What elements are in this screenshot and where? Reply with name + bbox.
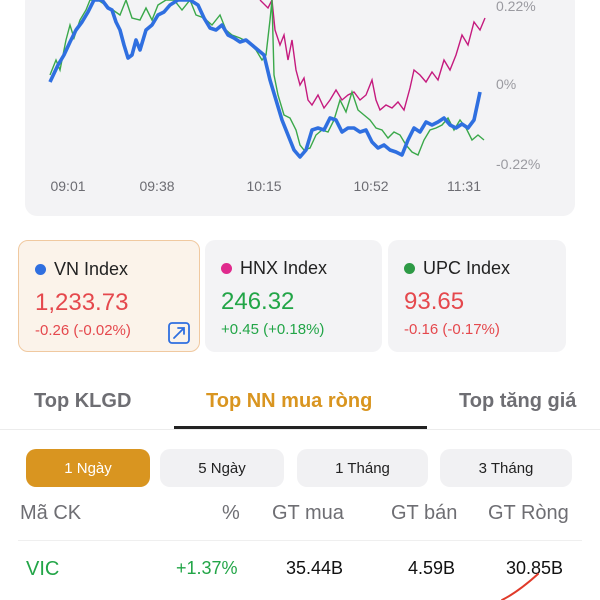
index-card-title: VN Index: [35, 259, 128, 280]
column-header-percent[interactable]: %: [222, 502, 240, 524]
x-tick: 11:31: [447, 178, 481, 194]
index-change: -0.26 (-0.02%): [35, 322, 131, 339]
hnx-series-line: [259, 0, 486, 112]
intraday-chart-card: [25, 0, 575, 216]
x-tick: 10:15: [246, 178, 282, 194]
y-tick-top: 0.22%: [496, 0, 536, 14]
index-value: 1,233.73: [35, 289, 129, 316]
column-header-symbol[interactable]: Mã CK: [20, 502, 82, 524]
row-net-value: 30.85B: [506, 558, 564, 578]
index-name: UPC Index: [423, 258, 511, 278]
period-1-ngay-button[interactable]: 1 Ngày: [26, 449, 150, 487]
row-symbol[interactable]: VIC: [26, 558, 60, 580]
upc-series-line: [49, 0, 485, 156]
tab-top-nn-mua-rong[interactable]: Top NN mua ròng: [206, 390, 373, 412]
column-header-net-value[interactable]: GT Ròng: [488, 502, 569, 524]
x-tick: 09:38: [139, 178, 175, 194]
index-card-hnx[interactable]: HNX Index 246.32 +0.45 (+0.18%): [205, 240, 382, 352]
x-tick: 09:01: [50, 178, 86, 194]
index-card-title: HNX Index: [221, 258, 327, 279]
active-tab-underline: [174, 426, 427, 429]
index-card-upc[interactable]: UPC Index 93.65 -0.16 (-0.17%): [388, 240, 566, 352]
row-buy-value: 35.44B: [286, 558, 344, 578]
ranking-tabs: Top KLGD Top NN mua ròng Top tăng giá: [0, 378, 600, 430]
index-name: HNX Index: [240, 258, 328, 278]
blue-dot-icon: [35, 264, 46, 275]
index-card-title: UPC Index: [404, 258, 510, 279]
tab-top-klgd[interactable]: Top KLGD: [34, 390, 132, 412]
period-5-ngay-button[interactable]: 5 Ngày: [160, 449, 284, 487]
index-value: 93.65: [404, 288, 465, 315]
magenta-dot-icon: [221, 263, 232, 274]
column-header-sell-value[interactable]: GT bán: [391, 502, 458, 524]
expand-icon[interactable]: [167, 321, 191, 345]
green-dot-icon: [404, 263, 415, 274]
tab-top-tang-gia[interactable]: Top tăng giá: [459, 390, 577, 412]
index-value: 246.32: [221, 288, 295, 315]
y-tick-bottom: -0.22%: [496, 156, 541, 172]
index-card-vn[interactable]: VN Index 1,233.73 -0.26 (-0.02%): [18, 240, 200, 352]
x-tick: 10:52: [353, 178, 389, 194]
column-header-buy-value[interactable]: GT mua: [272, 502, 344, 524]
vn-series-line: [48, 0, 482, 159]
intraday-chart: [48, 0, 486, 159]
row-percent: +1.37%: [176, 558, 238, 578]
red-annotation-stroke: [501, 573, 539, 600]
index-name: VN Index: [54, 259, 129, 279]
y-tick-mid: 0%: [496, 76, 517, 92]
period-1-thang-button[interactable]: 1 Tháng: [297, 449, 428, 487]
row-sell-value: 4.59B: [408, 558, 456, 578]
period-3-thang-button[interactable]: 3 Tháng: [440, 449, 572, 487]
index-change: +0.45 (+0.18%): [221, 321, 325, 338]
index-change: -0.16 (-0.17%): [404, 321, 500, 338]
table-divider: [18, 540, 582, 541]
